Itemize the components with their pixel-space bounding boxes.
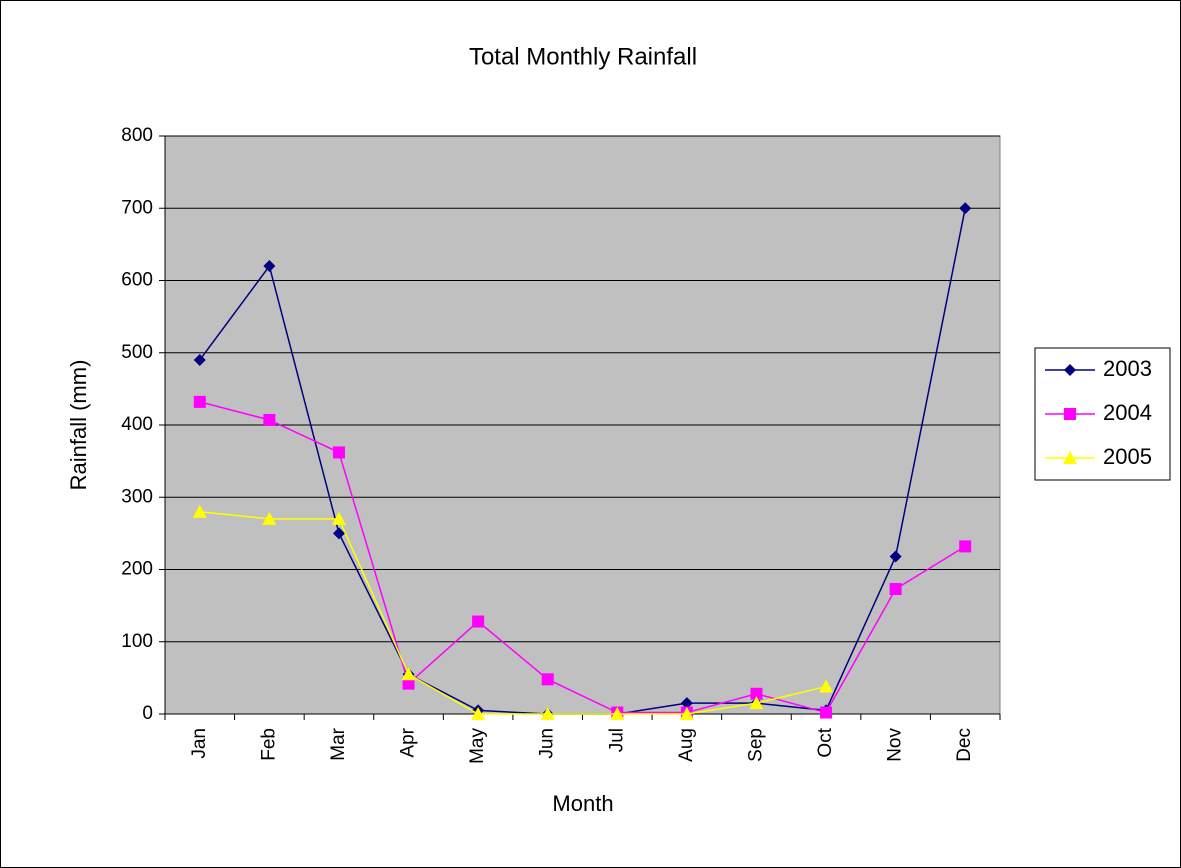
- marker: [472, 615, 485, 628]
- x-tick-label: Sep: [745, 728, 766, 762]
- x-axis-label: Month: [552, 791, 613, 816]
- marker: [401, 667, 416, 681]
- y-tick-label: 200: [121, 559, 153, 580]
- y-tick-label: 100: [121, 631, 153, 652]
- y-tick-label: 0: [142, 703, 153, 724]
- marker: [192, 504, 207, 518]
- y-axis-label: Rainfall (mm): [66, 360, 91, 491]
- legend-label: 2003: [1103, 356, 1152, 381]
- x-tick-label: Dec: [954, 728, 975, 762]
- marker: [610, 707, 625, 720]
- marker: [332, 446, 345, 459]
- marker: [750, 687, 763, 700]
- series-line: [199, 401, 966, 714]
- legend-marker: [1064, 364, 1076, 376]
- legend-marker: [1064, 408, 1076, 420]
- marker: [193, 353, 206, 366]
- x-tick-label: Oct: [815, 727, 836, 757]
- marker: [680, 697, 693, 710]
- marker: [749, 696, 764, 710]
- legend-marker: [1063, 451, 1077, 464]
- marker: [959, 202, 972, 215]
- marker: [331, 511, 346, 525]
- marker: [679, 707, 694, 720]
- x-tick-label: Aug: [676, 728, 697, 762]
- marker: [263, 260, 276, 273]
- marker: [471, 707, 486, 720]
- marker: [889, 550, 902, 563]
- marker: [820, 706, 833, 719]
- y-tick-label: 500: [121, 342, 153, 363]
- marker: [262, 511, 277, 525]
- x-tick-label: Jun: [537, 728, 558, 759]
- y-tick-label: 700: [121, 197, 153, 218]
- x-tick-label: May: [467, 728, 488, 764]
- marker: [889, 583, 902, 596]
- y-tick-label: 800: [121, 125, 153, 146]
- chart-title: Total Monthly Rainfall: [469, 43, 697, 70]
- marker: [541, 673, 554, 686]
- x-tick-label: Apr: [398, 727, 419, 757]
- marker: [819, 679, 834, 693]
- y-tick-label: 400: [121, 414, 153, 435]
- legend-label: 2005: [1103, 444, 1152, 469]
- marker: [263, 413, 276, 426]
- x-tick-label: Feb: [258, 728, 279, 761]
- x-tick-label: Jul: [606, 728, 627, 752]
- marker: [193, 395, 206, 408]
- x-tick-label: Mar: [328, 727, 349, 760]
- y-tick-label: 600: [121, 270, 153, 291]
- marker: [332, 527, 345, 540]
- series-line: [199, 510, 827, 715]
- legend-label: 2004: [1103, 400, 1152, 425]
- y-tick-label: 300: [121, 486, 153, 507]
- x-tick-label: Nov: [885, 728, 906, 762]
- marker: [402, 677, 415, 690]
- x-tick-label: Jan: [189, 728, 210, 759]
- marker: [959, 540, 972, 553]
- marker: [540, 707, 555, 720]
